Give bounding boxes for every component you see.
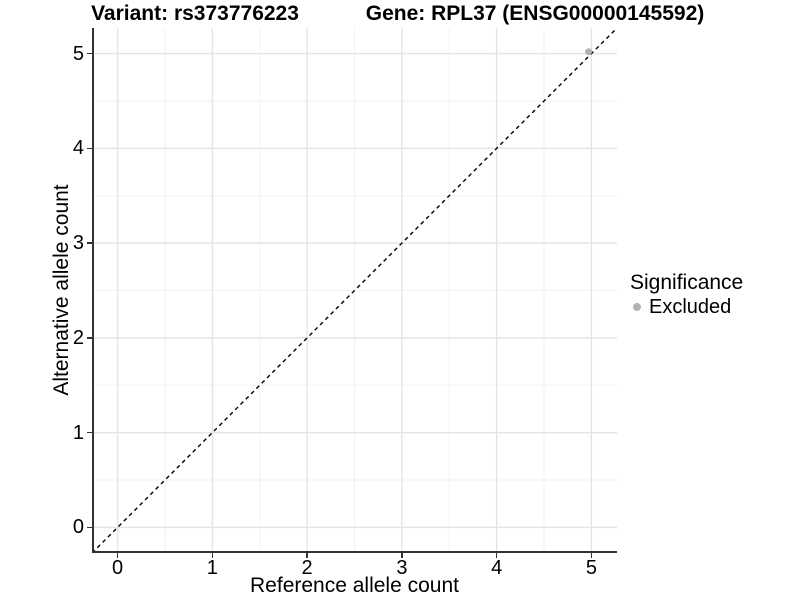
y-tick-mark	[87, 526, 92, 529]
x-tick-mark	[401, 553, 403, 558]
y-axis-title: Alternative allele count	[50, 184, 73, 396]
x-axis-title: Reference allele count	[250, 574, 459, 597]
x-tick-mark	[116, 553, 119, 558]
data-point	[585, 48, 593, 56]
x-tick-mark	[306, 553, 308, 558]
x-tick-mark	[590, 553, 593, 558]
y-tick-label: 5	[72, 42, 84, 65]
x-tick-label: 3	[396, 557, 408, 579]
y-tick-label: 3	[72, 232, 84, 255]
y-tick-label: 4	[72, 137, 84, 160]
plot-panel-svg	[92, 28, 617, 553]
y-tick-mark	[87, 242, 92, 244]
plot-title-gene: Gene: RPL37 (ENSG00000145592)	[365, 2, 705, 25]
legend-item: Excluded	[630, 296, 743, 318]
y-tick-mark	[87, 337, 92, 339]
legend-key-dot-icon	[633, 303, 641, 311]
plot-title-variant: Variant: rs373776223	[91, 2, 299, 25]
y-tick-mark	[87, 431, 92, 434]
x-tick-label: 0	[112, 557, 124, 579]
y-tick-label: 0	[72, 516, 84, 539]
legend-items: Excluded	[630, 296, 743, 318]
x-tick-mark	[211, 553, 214, 558]
y-tick-label: 2	[72, 326, 84, 349]
y-tick-mark	[87, 52, 92, 55]
legend-item-label: Excluded	[649, 296, 732, 318]
identity-reference-line	[92, 28, 617, 553]
x-tick-label: 4	[491, 557, 503, 579]
legend-title: Significance	[630, 271, 744, 294]
x-tick-label: 2	[301, 557, 313, 579]
y-tick-mark	[87, 147, 92, 150]
legend: Significance Excluded	[630, 271, 743, 318]
x-tick-label: 1	[206, 557, 218, 579]
x-tick-label: 5	[585, 557, 597, 579]
x-tick-mark	[495, 553, 498, 558]
y-tick-label: 1	[72, 421, 84, 444]
